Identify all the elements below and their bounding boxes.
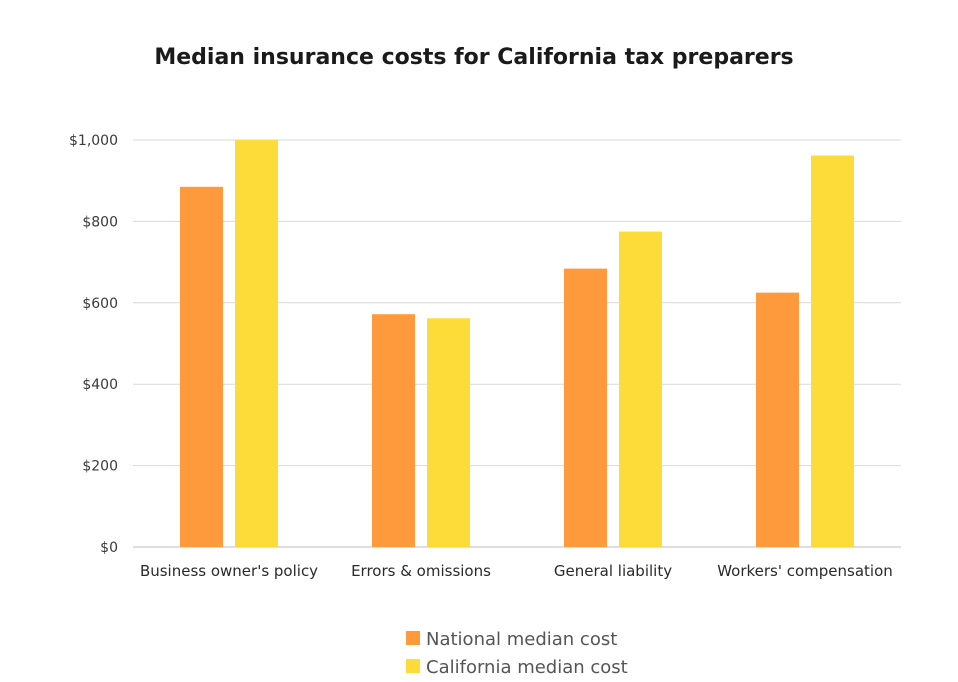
legend-swatch-california (406, 659, 420, 673)
bar-national-0 (180, 186, 223, 547)
legend-label-california: California median cost (426, 657, 628, 678)
y-tick-label: $0 (100, 540, 118, 556)
y-tick-label: $200 (82, 459, 118, 475)
x-tick-label: Errors & omissions (351, 562, 491, 580)
bar-california-2 (619, 231, 662, 547)
bar-national-3 (756, 292, 799, 547)
y-axis-tick-labels: $0 $200 $400 $600 $800 $1,000 (69, 133, 118, 556)
y-tick-label: $800 (82, 214, 118, 230)
x-axis-tick-labels: Business owner's policy Errors & omission… (140, 562, 893, 580)
bars (180, 140, 854, 547)
y-tick-label: $600 (82, 296, 118, 312)
y-tick-label: $400 (82, 377, 118, 393)
y-tick-label: $1,000 (69, 133, 118, 149)
bar-california-3 (811, 155, 854, 547)
x-tick-label: Workers' compensation (717, 562, 893, 580)
bar-national-2 (564, 268, 607, 547)
x-tick-label: General liability (554, 562, 672, 580)
x-tick-label: Business owner's policy (140, 562, 318, 580)
bar-national-1 (372, 314, 415, 547)
legend: National median cost California median co… (406, 629, 628, 678)
legend-swatch-national (406, 631, 420, 645)
legend-label-national: National median cost (426, 629, 617, 650)
bar-california-0 (235, 140, 278, 547)
chart-title: Median insurance costs for California ta… (154, 45, 793, 70)
bar-california-1 (427, 318, 470, 547)
